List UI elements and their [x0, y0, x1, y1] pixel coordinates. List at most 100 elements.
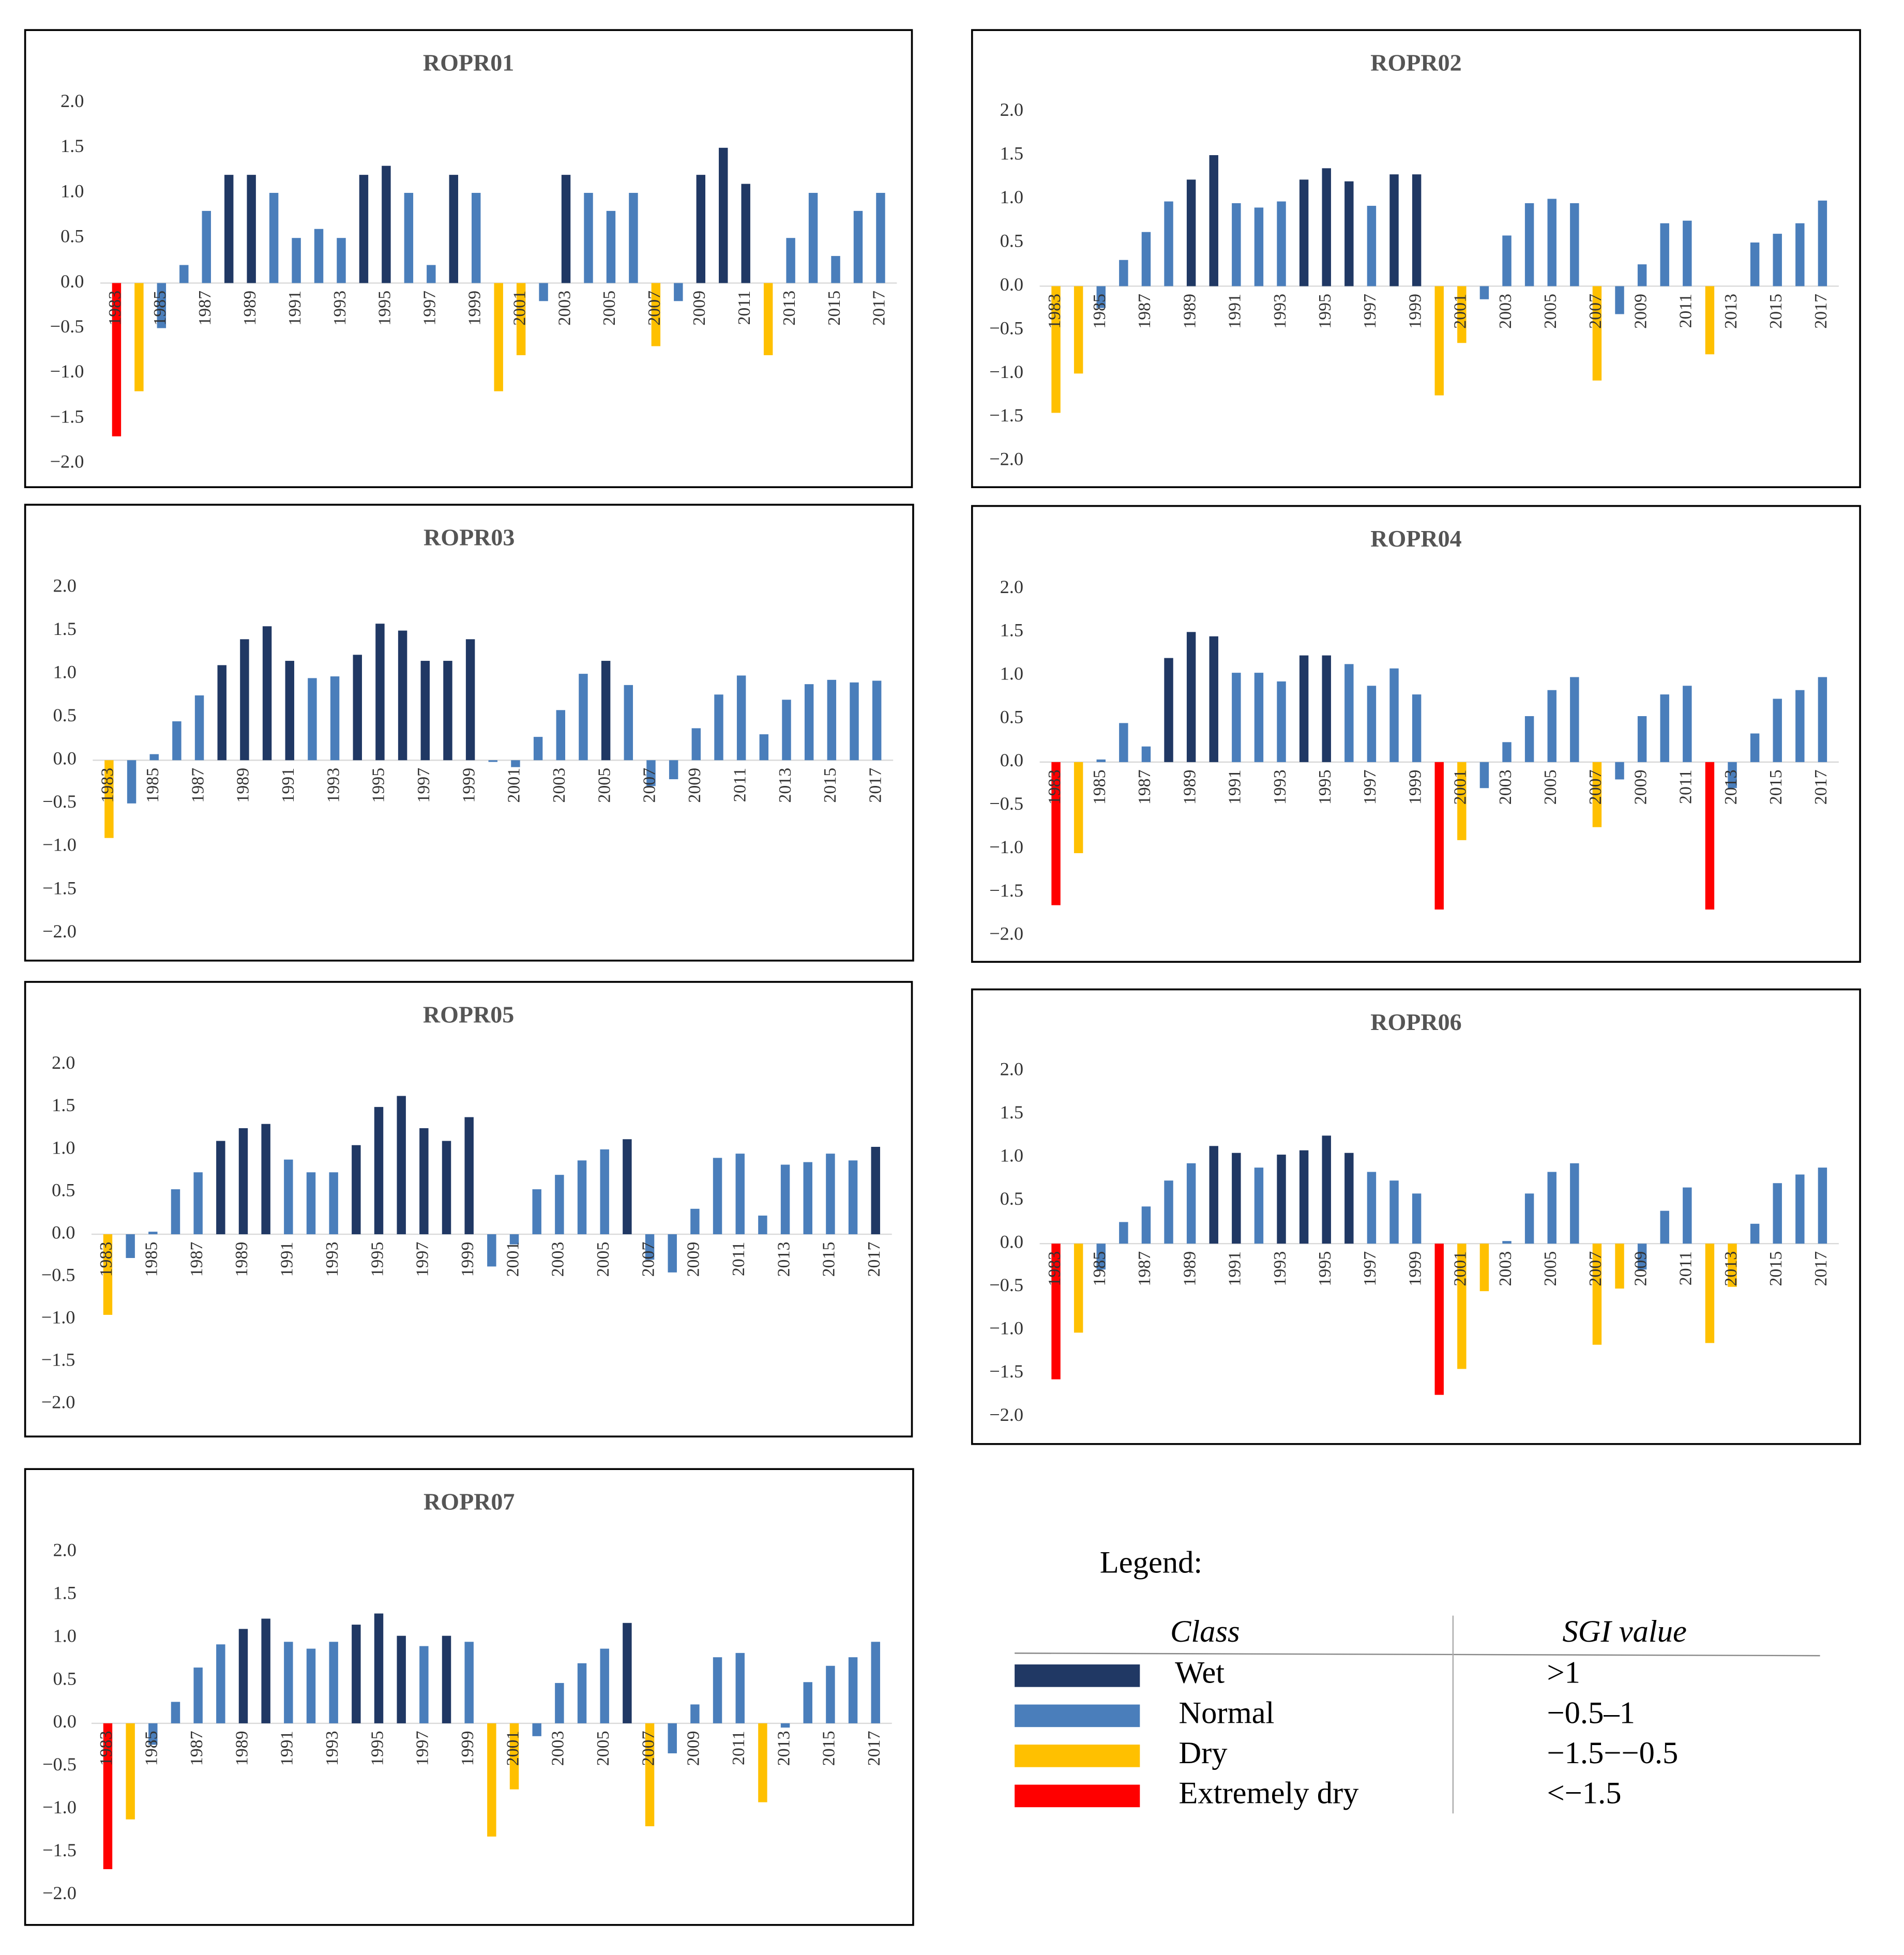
- panel-frame: [24, 29, 913, 489]
- y-tick-label: 0.5: [52, 1179, 75, 1200]
- legend-rule: [1015, 1653, 1820, 1657]
- x-tick-label: 2015: [820, 1731, 839, 1766]
- bar: [1795, 690, 1805, 762]
- bar: [1277, 681, 1286, 762]
- bar: [329, 1172, 338, 1235]
- y-tick-label: 0.0: [1000, 1232, 1023, 1252]
- bar: [669, 760, 678, 780]
- x-tick-label: 2015: [820, 1242, 839, 1277]
- bar: [1660, 694, 1669, 762]
- x-tick-label: 1989: [234, 768, 253, 803]
- x-tick-label: 2001: [1451, 294, 1470, 329]
- bar: [601, 661, 611, 761]
- x-tick-label: 2009: [684, 1242, 703, 1277]
- x-tick-label: 2007: [639, 1242, 658, 1277]
- y-tick-label: 1.0: [1000, 187, 1023, 207]
- bar: [449, 175, 458, 283]
- x-tick-label: 2001: [1451, 769, 1470, 805]
- y-tick-label: 1.0: [1000, 663, 1023, 684]
- bar: [171, 1189, 180, 1235]
- y-tick-label: 0.5: [53, 705, 76, 725]
- bar: [1457, 1244, 1467, 1369]
- bar: [600, 1648, 609, 1723]
- bar: [397, 1635, 406, 1723]
- bar: [292, 238, 301, 283]
- bar: [419, 1128, 429, 1235]
- x-tick-label: 2017: [1811, 769, 1831, 805]
- bar: [1164, 201, 1173, 286]
- bar: [1660, 1210, 1669, 1244]
- bar: [668, 1723, 677, 1753]
- x-tick-label: 2001: [503, 1242, 522, 1277]
- bar: [690, 1704, 700, 1723]
- bar: [374, 1613, 384, 1723]
- bar: [516, 283, 526, 355]
- bar: [404, 193, 414, 283]
- y-tick-label: −2.0: [989, 1404, 1023, 1425]
- x-tick-label: 2007: [639, 1731, 658, 1766]
- x-tick-label: 1983: [1045, 769, 1064, 805]
- bar: [532, 1723, 541, 1736]
- y-tick-label: −1.0: [41, 1307, 75, 1327]
- bar: [782, 700, 791, 761]
- bar: [651, 283, 661, 346]
- bar: [1209, 636, 1218, 762]
- y-tick-label: −0.5: [989, 317, 1023, 338]
- bar: [352, 1625, 361, 1723]
- bar: [1728, 1244, 1737, 1287]
- x-tick-label: 1995: [369, 768, 388, 803]
- legend-range: −1.5−−0.5: [1547, 1736, 1679, 1770]
- bar: [104, 760, 114, 838]
- bar: [126, 1723, 135, 1820]
- legend-range: >1: [1547, 1656, 1580, 1690]
- bar: [1209, 1146, 1218, 1244]
- x-tick-label: 1983: [105, 291, 125, 326]
- bar: [629, 193, 638, 283]
- y-tick-label: 0.0: [61, 271, 84, 292]
- x-tick-label: 2013: [1721, 769, 1741, 805]
- bar: [1074, 762, 1083, 854]
- bar: [1818, 677, 1827, 762]
- bar: [238, 1629, 248, 1723]
- bar: [826, 1154, 835, 1235]
- x-tick-label: 2009: [1631, 769, 1650, 805]
- x-tick-label: 2013: [1721, 1251, 1741, 1286]
- x-tick-label: 1997: [413, 1731, 432, 1766]
- x-tick-label: 1991: [1226, 294, 1245, 329]
- y-tick-label: 0.0: [53, 1711, 76, 1732]
- bar: [1254, 673, 1264, 762]
- bar: [1367, 686, 1377, 762]
- x-tick-label: 2001: [510, 291, 529, 326]
- bar: [1637, 1244, 1647, 1270]
- bar: [1299, 179, 1309, 286]
- x-tick-label: 1989: [1180, 769, 1199, 805]
- bar: [1570, 1163, 1579, 1244]
- x-tick-label: 1995: [368, 1242, 387, 1277]
- x-tick-label: 2003: [1496, 294, 1515, 329]
- bar: [871, 1642, 880, 1723]
- y-tick-label: −1.5: [42, 1840, 77, 1860]
- bar: [471, 193, 481, 283]
- y-tick-label: 1.5: [1000, 143, 1023, 163]
- bar: [353, 655, 362, 761]
- x-tick-label: 1997: [1361, 294, 1380, 329]
- y-tick-label: −1.5: [50, 406, 84, 427]
- bar: [1705, 762, 1715, 910]
- bar: [314, 229, 324, 283]
- legend-swatch: [1015, 1784, 1140, 1808]
- bar: [1209, 155, 1218, 286]
- bar: [1728, 762, 1737, 789]
- x-tick-label: 2015: [1766, 769, 1786, 805]
- bar: [758, 1723, 767, 1802]
- x-tick-label: 1997: [1361, 769, 1380, 805]
- bar: [1773, 234, 1782, 286]
- bar: [579, 674, 588, 761]
- x-tick-label: 2017: [865, 1242, 884, 1277]
- y-tick-label: 2.0: [53, 575, 76, 596]
- bar: [645, 1234, 655, 1260]
- y-tick-label: 0.5: [1000, 706, 1023, 727]
- bar: [247, 175, 256, 283]
- bar: [1547, 690, 1557, 762]
- bar: [240, 639, 249, 761]
- bar: [1389, 668, 1399, 762]
